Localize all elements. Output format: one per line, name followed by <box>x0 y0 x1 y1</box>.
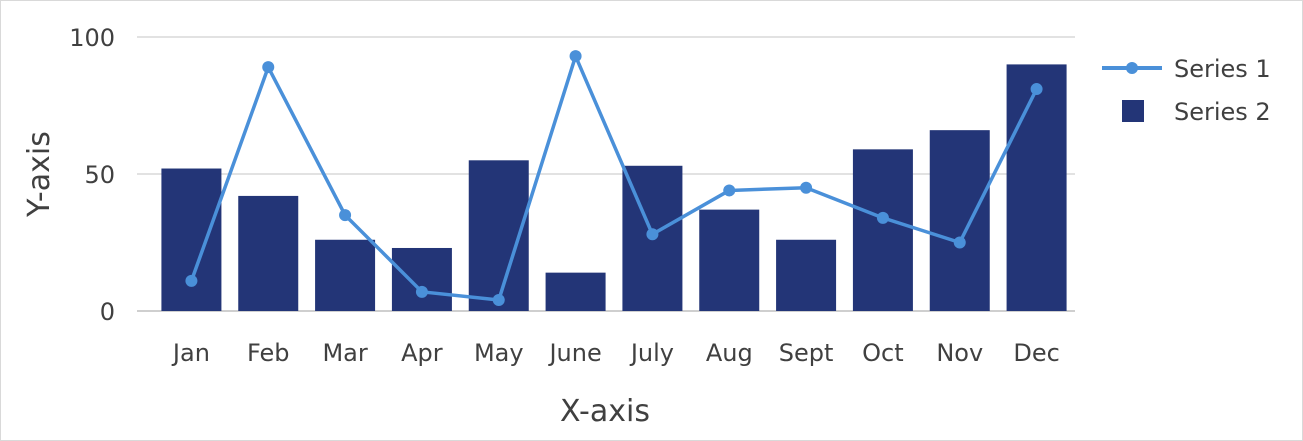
bar-mar <box>315 239 376 311</box>
y-axis-title: Y-axis <box>22 131 57 218</box>
bar-dec <box>1006 64 1067 312</box>
y-tick-label: 50 <box>84 161 115 189</box>
series-1-point-feb <box>262 61 275 74</box>
x-tick-label: Mar <box>322 339 367 367</box>
y-tick-label: 100 <box>69 24 115 52</box>
x-tick-label: Aug <box>706 339 753 367</box>
line-series <box>185 50 1043 307</box>
bar-sept <box>776 239 837 311</box>
series-1-point-aug <box>723 184 736 197</box>
x-tick-label: May <box>474 339 524 367</box>
bar-june <box>545 272 606 311</box>
series-1-line <box>189 54 1039 302</box>
y-tick-label: 0 <box>100 298 115 326</box>
x-axis-title: X-axis <box>560 394 650 429</box>
series-1-point-mar <box>339 209 352 222</box>
series-1-point-may <box>492 294 505 307</box>
series-1-point-sept <box>800 181 813 194</box>
legend: Series 1 Series 2 <box>1102 55 1271 126</box>
legend-series-2-label: Series 2 <box>1174 98 1271 126</box>
bar-oct <box>852 149 913 311</box>
series-1-point-jan <box>185 274 198 287</box>
x-tick-label: Sept <box>779 339 834 367</box>
series-1-point-dec <box>1030 83 1043 96</box>
series-1-point-june <box>569 50 582 63</box>
bar-feb <box>238 195 299 311</box>
legend-series-2-swatch <box>1122 100 1144 122</box>
series-1-point-apr <box>415 285 428 298</box>
x-tick-label: July <box>629 339 674 367</box>
bar-apr <box>391 247 452 311</box>
x-tick-labels: Jan Feb Mar Apr May June July Aug Sept Oct Nov Dec <box>171 339 1060 367</box>
x-tick-label: Feb <box>247 339 290 367</box>
x-tick-label: Apr <box>401 339 443 367</box>
x-tick-label: Oct <box>862 339 904 367</box>
bar-nov <box>929 130 990 311</box>
series-1-point-oct <box>876 211 889 224</box>
x-tick-label: Nov <box>936 339 983 367</box>
x-tick-label: Dec <box>1013 339 1059 367</box>
bar-aug <box>699 209 760 311</box>
x-tick-label: June <box>547 339 601 367</box>
y-tick-labels: 0 50 100 <box>69 24 115 326</box>
series-1-point-july <box>646 228 659 241</box>
series-1-point-nov <box>953 236 966 249</box>
x-tick-label: Jan <box>171 339 210 367</box>
bar-series <box>161 64 1067 312</box>
bar-jan <box>161 168 222 311</box>
legend-series-1-label: Series 1 <box>1174 55 1271 83</box>
legend-series-1-swatch-marker <box>1126 62 1138 74</box>
